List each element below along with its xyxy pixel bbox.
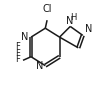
Text: N: N	[66, 16, 73, 26]
Text: F: F	[15, 55, 20, 64]
Text: F: F	[15, 42, 20, 51]
Text: N: N	[85, 24, 92, 34]
Text: F: F	[15, 49, 20, 58]
Text: N: N	[21, 32, 29, 42]
Text: H: H	[70, 13, 76, 22]
Text: Cl: Cl	[42, 4, 52, 14]
Text: N: N	[36, 61, 43, 71]
